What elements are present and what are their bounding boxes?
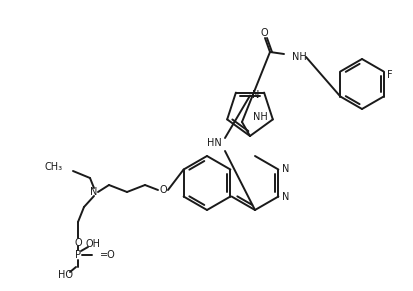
Text: O: O bbox=[74, 238, 82, 248]
Text: N: N bbox=[282, 191, 290, 201]
Text: HO: HO bbox=[58, 270, 73, 280]
Text: O: O bbox=[159, 185, 167, 195]
Text: P: P bbox=[75, 250, 81, 260]
Text: O: O bbox=[260, 28, 268, 38]
Text: NH: NH bbox=[253, 112, 268, 123]
Text: HN: HN bbox=[207, 138, 222, 148]
Text: OH: OH bbox=[86, 239, 101, 249]
Text: N: N bbox=[252, 90, 259, 100]
Text: N: N bbox=[90, 187, 98, 197]
Text: =O: =O bbox=[100, 250, 116, 260]
Text: CH₃: CH₃ bbox=[45, 162, 63, 172]
Text: N: N bbox=[282, 164, 290, 175]
Text: F: F bbox=[387, 70, 392, 79]
Text: NH: NH bbox=[292, 52, 307, 62]
